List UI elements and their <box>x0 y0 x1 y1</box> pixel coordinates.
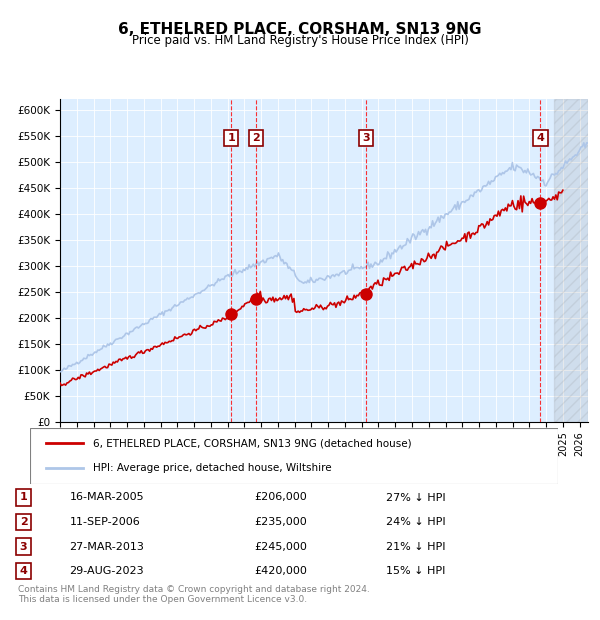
Text: 27% ↓ HPI: 27% ↓ HPI <box>386 492 446 502</box>
Text: Price paid vs. HM Land Registry's House Price Index (HPI): Price paid vs. HM Land Registry's House … <box>131 34 469 47</box>
Text: 4: 4 <box>536 133 544 143</box>
Text: 15% ↓ HPI: 15% ↓ HPI <box>386 566 446 576</box>
Text: 16-MAR-2005: 16-MAR-2005 <box>70 492 144 502</box>
Text: 2: 2 <box>20 517 28 527</box>
Text: 6, ETHELRED PLACE, CORSHAM, SN13 9NG (detached house): 6, ETHELRED PLACE, CORSHAM, SN13 9NG (de… <box>94 438 412 448</box>
Text: HPI: Average price, detached house, Wiltshire: HPI: Average price, detached house, Wilt… <box>94 463 332 473</box>
Text: £235,000: £235,000 <box>254 517 307 527</box>
Text: 21% ↓ HPI: 21% ↓ HPI <box>386 542 446 552</box>
Text: 6, ETHELRED PLACE, CORSHAM, SN13 9NG: 6, ETHELRED PLACE, CORSHAM, SN13 9NG <box>118 22 482 37</box>
Text: 24% ↓ HPI: 24% ↓ HPI <box>386 517 446 527</box>
FancyBboxPatch shape <box>30 428 558 484</box>
Text: £245,000: £245,000 <box>254 542 307 552</box>
Text: £420,000: £420,000 <box>254 566 307 576</box>
Text: 11-SEP-2006: 11-SEP-2006 <box>70 517 140 527</box>
Text: 4: 4 <box>20 566 28 576</box>
Text: 3: 3 <box>362 133 370 143</box>
Text: 29-AUG-2023: 29-AUG-2023 <box>70 566 144 576</box>
Text: 3: 3 <box>20 542 28 552</box>
Text: 1: 1 <box>20 492 28 502</box>
Text: 1: 1 <box>227 133 235 143</box>
Text: 27-MAR-2013: 27-MAR-2013 <box>70 542 145 552</box>
Text: £206,000: £206,000 <box>254 492 307 502</box>
Bar <box>554 99 588 422</box>
Text: 2: 2 <box>253 133 260 143</box>
Text: Contains HM Land Registry data © Crown copyright and database right 2024.
This d: Contains HM Land Registry data © Crown c… <box>18 585 370 604</box>
